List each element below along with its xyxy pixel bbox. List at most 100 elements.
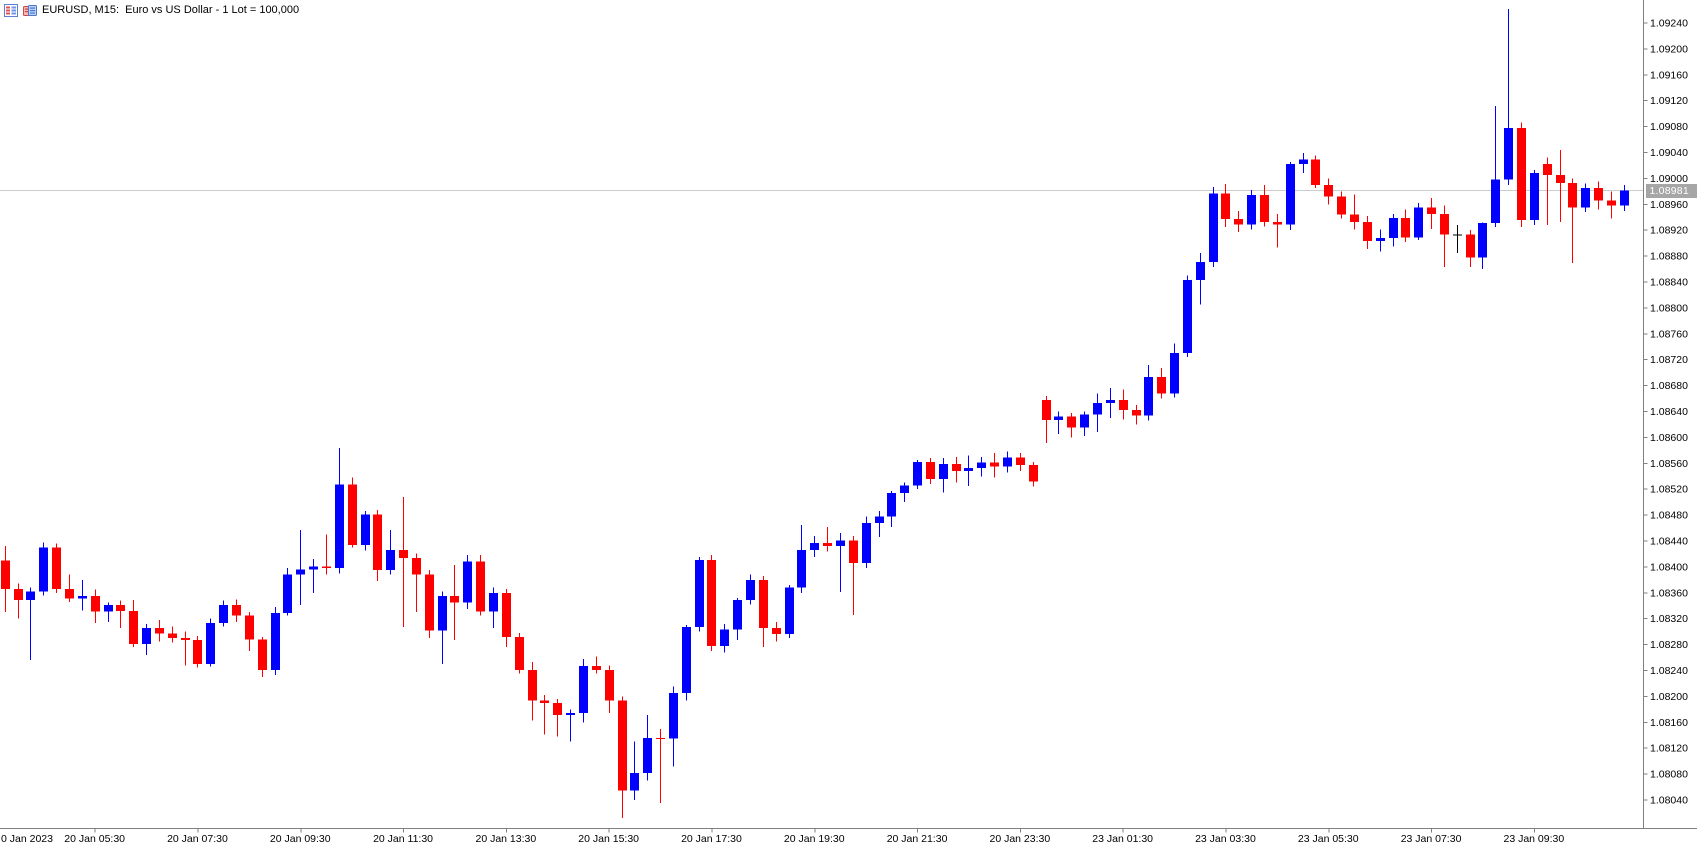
candle-body xyxy=(759,579,768,628)
candle xyxy=(309,559,318,593)
time-tick-label: 0 Jan 2023 xyxy=(1,833,53,845)
candle-body xyxy=(592,665,601,670)
candle-body xyxy=(1414,207,1423,238)
time-tick-label: 20 Jan 13:30 xyxy=(475,833,536,845)
candle-body xyxy=(1234,219,1243,225)
candle xyxy=(361,511,370,551)
price-tick-label: 1.08080 xyxy=(1650,769,1688,781)
candle-body xyxy=(630,772,639,791)
candle xyxy=(952,456,961,483)
candle xyxy=(926,458,935,485)
candle-body xyxy=(1196,261,1205,281)
candle xyxy=(1183,275,1192,358)
candle-body xyxy=(232,605,241,616)
candle-body xyxy=(1363,221,1372,242)
candle-body xyxy=(1,560,10,589)
candle xyxy=(1401,209,1410,242)
price-tick-label: 1.08120 xyxy=(1650,743,1688,755)
candle-body xyxy=(129,610,138,644)
candle xyxy=(849,535,858,615)
candle-body xyxy=(618,700,627,791)
candle-body xyxy=(1607,200,1616,206)
candle-body xyxy=(1067,416,1076,428)
time-axis[interactable]: 0 Jan 2023 20 Jan 05:30 20 Jan 07:30 20 Jan… xyxy=(1,828,1564,846)
candle xyxy=(1170,343,1179,398)
price-axis[interactable]: 1.09240 1.09200 1.09160 1.09120 1.09080 1.090… xyxy=(1643,18,1689,807)
candle-body xyxy=(1324,184,1333,197)
candle xyxy=(746,574,755,605)
current-price-badge: 1.08981 xyxy=(1645,183,1697,198)
price-tick-label: 1.08320 xyxy=(1650,613,1688,625)
candle-body xyxy=(515,636,524,670)
candle-body xyxy=(1581,188,1590,208)
candle-body xyxy=(990,462,999,467)
price-tick-label: 1.08840 xyxy=(1650,277,1688,289)
candle xyxy=(283,568,292,616)
candle-body xyxy=(977,462,986,468)
candle-body xyxy=(335,484,344,569)
quotes-list-icon[interactable] xyxy=(4,3,18,17)
candle-body xyxy=(1311,159,1320,185)
candle-body xyxy=(669,693,678,739)
candle-body xyxy=(271,612,280,670)
candle xyxy=(1221,184,1230,227)
candle xyxy=(695,557,704,632)
candle xyxy=(1196,252,1205,305)
candle-body xyxy=(1080,414,1089,428)
candle-body xyxy=(862,522,871,564)
price-tick-label: 1.09160 xyxy=(1650,69,1688,81)
candle-body xyxy=(283,574,292,613)
candle-body xyxy=(425,574,434,631)
candle xyxy=(1067,412,1076,438)
price-tick-label: 1.08240 xyxy=(1650,665,1688,677)
candle xyxy=(618,696,627,819)
price-tick-label: 1.08280 xyxy=(1650,639,1688,651)
candle-body xyxy=(1093,403,1102,415)
candle xyxy=(605,665,614,714)
candle xyxy=(682,625,691,701)
candle-body xyxy=(887,493,896,517)
candle xyxy=(1247,190,1256,230)
time-tick-label: 20 Jan 21:30 xyxy=(887,833,948,845)
candle-body xyxy=(1132,410,1141,416)
candle xyxy=(1106,388,1115,418)
price-tick-label: 1.09120 xyxy=(1650,95,1688,107)
market-depth-icon[interactable] xyxy=(23,4,37,17)
candle-body xyxy=(849,540,858,564)
candle-body xyxy=(1478,223,1487,258)
candle xyxy=(1594,181,1603,210)
candle-body xyxy=(1286,164,1295,225)
candle xyxy=(1273,214,1282,248)
candle-body xyxy=(1119,399,1128,411)
candle-body xyxy=(78,596,87,599)
candle xyxy=(566,709,575,742)
candle-body xyxy=(1517,127,1526,220)
candle xyxy=(65,574,74,602)
candle xyxy=(1029,462,1038,487)
candle xyxy=(219,600,228,627)
candle xyxy=(1568,178,1577,264)
candle-body xyxy=(450,596,459,603)
candle xyxy=(1144,364,1153,421)
candle-body xyxy=(39,547,48,592)
candle-body xyxy=(155,627,164,634)
candle xyxy=(1453,225,1462,253)
candle xyxy=(26,587,35,661)
candle xyxy=(1620,184,1629,211)
candle-body xyxy=(52,547,61,589)
candle-body xyxy=(1003,457,1012,467)
candle-body xyxy=(502,592,511,637)
candle xyxy=(656,728,665,804)
candles xyxy=(1,8,1629,819)
candle-body xyxy=(579,665,588,714)
candle xyxy=(1042,395,1051,444)
candle xyxy=(733,597,742,641)
candle xyxy=(1478,222,1487,270)
price-tick-label: 1.08040 xyxy=(1650,795,1688,807)
candle xyxy=(39,542,48,596)
candle-body xyxy=(1466,234,1475,258)
candle-body xyxy=(26,591,35,600)
candle xyxy=(977,456,986,477)
candle-body xyxy=(1376,237,1385,242)
